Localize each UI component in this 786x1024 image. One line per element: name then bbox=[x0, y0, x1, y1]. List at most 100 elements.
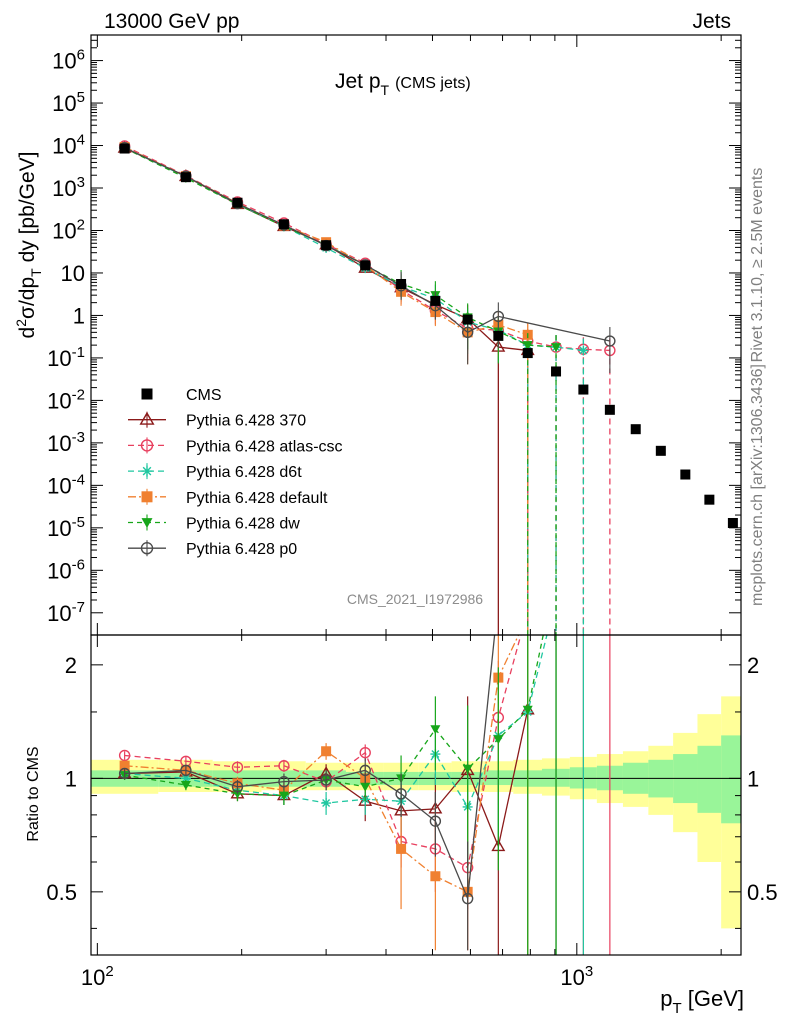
ratio-tick-label: 2 bbox=[65, 653, 77, 678]
cms-data-point bbox=[321, 240, 332, 251]
legend-marker-CMS bbox=[141, 388, 153, 400]
legend-marker-370 bbox=[139, 411, 155, 425]
ratio-point-p0 bbox=[118, 767, 131, 780]
main-panel-marks bbox=[117, 140, 738, 635]
y-tick-label: 103 bbox=[52, 174, 85, 201]
ratio-point-p0 bbox=[395, 788, 407, 800]
ratio-point-dw bbox=[360, 782, 371, 792]
cms-data-point bbox=[655, 445, 666, 456]
ratio-tick-label-right: 2 bbox=[747, 653, 759, 678]
legend-marker-p0 bbox=[140, 542, 154, 555]
cms-data-point bbox=[727, 517, 738, 528]
legend-item: Pythia 6.428 d6t bbox=[128, 463, 302, 481]
cms-data-point bbox=[278, 219, 289, 230]
legend: CMS Pythia 6.428 370 Pythia 6.428 atlas-cs… bbox=[128, 387, 343, 558]
y-tick-label: 10-3 bbox=[47, 429, 85, 456]
ratio-point-atlas-csc bbox=[231, 761, 244, 773]
legend-item: Pythia 6.428 370 bbox=[128, 411, 306, 430]
ratio-panel-marks bbox=[117, 169, 615, 955]
ratio-point-dw bbox=[180, 781, 191, 791]
legend-label: Pythia 6.428 p0 bbox=[186, 541, 297, 558]
ratio-point-p0 bbox=[278, 775, 290, 788]
ratio-point-default bbox=[119, 760, 130, 771]
ratio-point-dw bbox=[522, 705, 533, 715]
y-tick-label: 10-6 bbox=[47, 556, 85, 583]
cms-data-point bbox=[360, 260, 371, 271]
cms-data-point bbox=[462, 314, 473, 325]
cms-data-point bbox=[430, 295, 441, 306]
legend-marker-dw bbox=[141, 518, 153, 528]
band-inner-segment bbox=[721, 735, 741, 824]
y-tick-label: 10-2 bbox=[47, 386, 85, 413]
x-tick-label: 102 bbox=[81, 963, 114, 990]
rivet-version-label: Rivet 3.1.10, ≥ 2.5M events bbox=[749, 168, 766, 363]
ratio-point-dw bbox=[493, 735, 504, 745]
legend-label: Pythia 6.428 370 bbox=[186, 413, 306, 430]
header-left: 13000 GeV pp bbox=[104, 10, 239, 33]
uncertainty-bands bbox=[91, 696, 741, 929]
axes: 10-7 10-6 10-5 10-4 10-3 10-2 10-1 1 10 102 103 104… bbox=[46, 34, 778, 990]
ratio-line-atlas-csc bbox=[124, 635, 522, 869]
series-point-p0 bbox=[461, 326, 474, 339]
y-tick-label: 106 bbox=[52, 47, 85, 74]
cms-data-point bbox=[604, 404, 615, 415]
ratio-point-p0 bbox=[180, 764, 192, 777]
cms-data-point bbox=[493, 330, 504, 341]
ratio-point-p0 bbox=[320, 774, 332, 786]
legend-item: Pythia 6.428 default bbox=[128, 488, 328, 507]
x-tick-label: 103 bbox=[560, 963, 593, 990]
plot-title: Jet pT (CMS jets) bbox=[335, 70, 471, 98]
ratio-point-p0 bbox=[461, 892, 474, 905]
legend-label: Pythia 6.428 d6t bbox=[186, 464, 302, 481]
ratio-frame bbox=[90, 634, 742, 956]
ratio-point-default bbox=[396, 843, 407, 854]
y-tick-label: 10 bbox=[61, 261, 85, 286]
legend-marker-atlas-csc bbox=[140, 439, 154, 452]
ratio-point-d6t bbox=[321, 798, 332, 809]
ratio-point-p0 bbox=[359, 764, 371, 777]
ratio-point-p0 bbox=[429, 815, 442, 827]
cms-data-point bbox=[704, 494, 715, 505]
ratio-point-atlas-csc bbox=[278, 760, 290, 772]
y-tick-label: 104 bbox=[52, 132, 85, 159]
analysis-watermark: CMS_2021_I1972986 bbox=[347, 591, 483, 607]
y-axis-label: d2σ/dpT dy [pb/GeV] bbox=[13, 152, 44, 339]
legend-marker-default bbox=[141, 491, 153, 503]
ratio-point-dw bbox=[462, 764, 473, 774]
legend-marker-d6t bbox=[141, 465, 153, 477]
ratio-point-d6t bbox=[180, 773, 191, 784]
series-line-p0 bbox=[124, 147, 611, 342]
series-point-d6t bbox=[578, 345, 589, 356]
cms-data-point bbox=[522, 348, 533, 359]
ratio-point-atlas-csc bbox=[359, 746, 371, 759]
y-tick-label: 10-7 bbox=[47, 599, 85, 626]
ratio-point-dw bbox=[430, 725, 441, 735]
ratio-tick-label: 1 bbox=[65, 766, 77, 791]
ratio-point-atlas-csc bbox=[118, 749, 131, 762]
cms-data-point bbox=[680, 469, 691, 480]
ratio-point-p0 bbox=[605, 169, 615, 179]
cms-data-point bbox=[578, 384, 589, 395]
legend-label: CMS bbox=[186, 387, 222, 404]
ratio-tick-label-right: 1 bbox=[747, 766, 759, 791]
ratio-point-p0 bbox=[231, 781, 244, 793]
cms-data-point bbox=[630, 424, 641, 435]
legend-label: Pythia 6.428 default bbox=[186, 490, 328, 507]
ratio-point-dw bbox=[232, 789, 243, 799]
x-axis-label: pT [GeV] bbox=[660, 986, 744, 1017]
cms-data-point bbox=[119, 143, 130, 154]
y-tick-label: 102 bbox=[52, 216, 85, 243]
ratio-point-default bbox=[430, 871, 441, 882]
series-point-p0 bbox=[604, 335, 616, 347]
ratio-point-dw bbox=[278, 791, 289, 801]
cms-data-point bbox=[551, 366, 562, 377]
band-inner-segment bbox=[697, 745, 722, 813]
series-line-atlas-csc bbox=[124, 145, 610, 352]
legend-item: Pythia 6.428 p0 bbox=[128, 540, 297, 558]
legend-item: CMS bbox=[141, 387, 222, 404]
legend-label: Pythia 6.428 atlas-csc bbox=[186, 438, 343, 455]
header-right: Jets bbox=[692, 10, 731, 33]
cms-data-point bbox=[232, 197, 243, 208]
ratio-point-default bbox=[321, 746, 332, 757]
